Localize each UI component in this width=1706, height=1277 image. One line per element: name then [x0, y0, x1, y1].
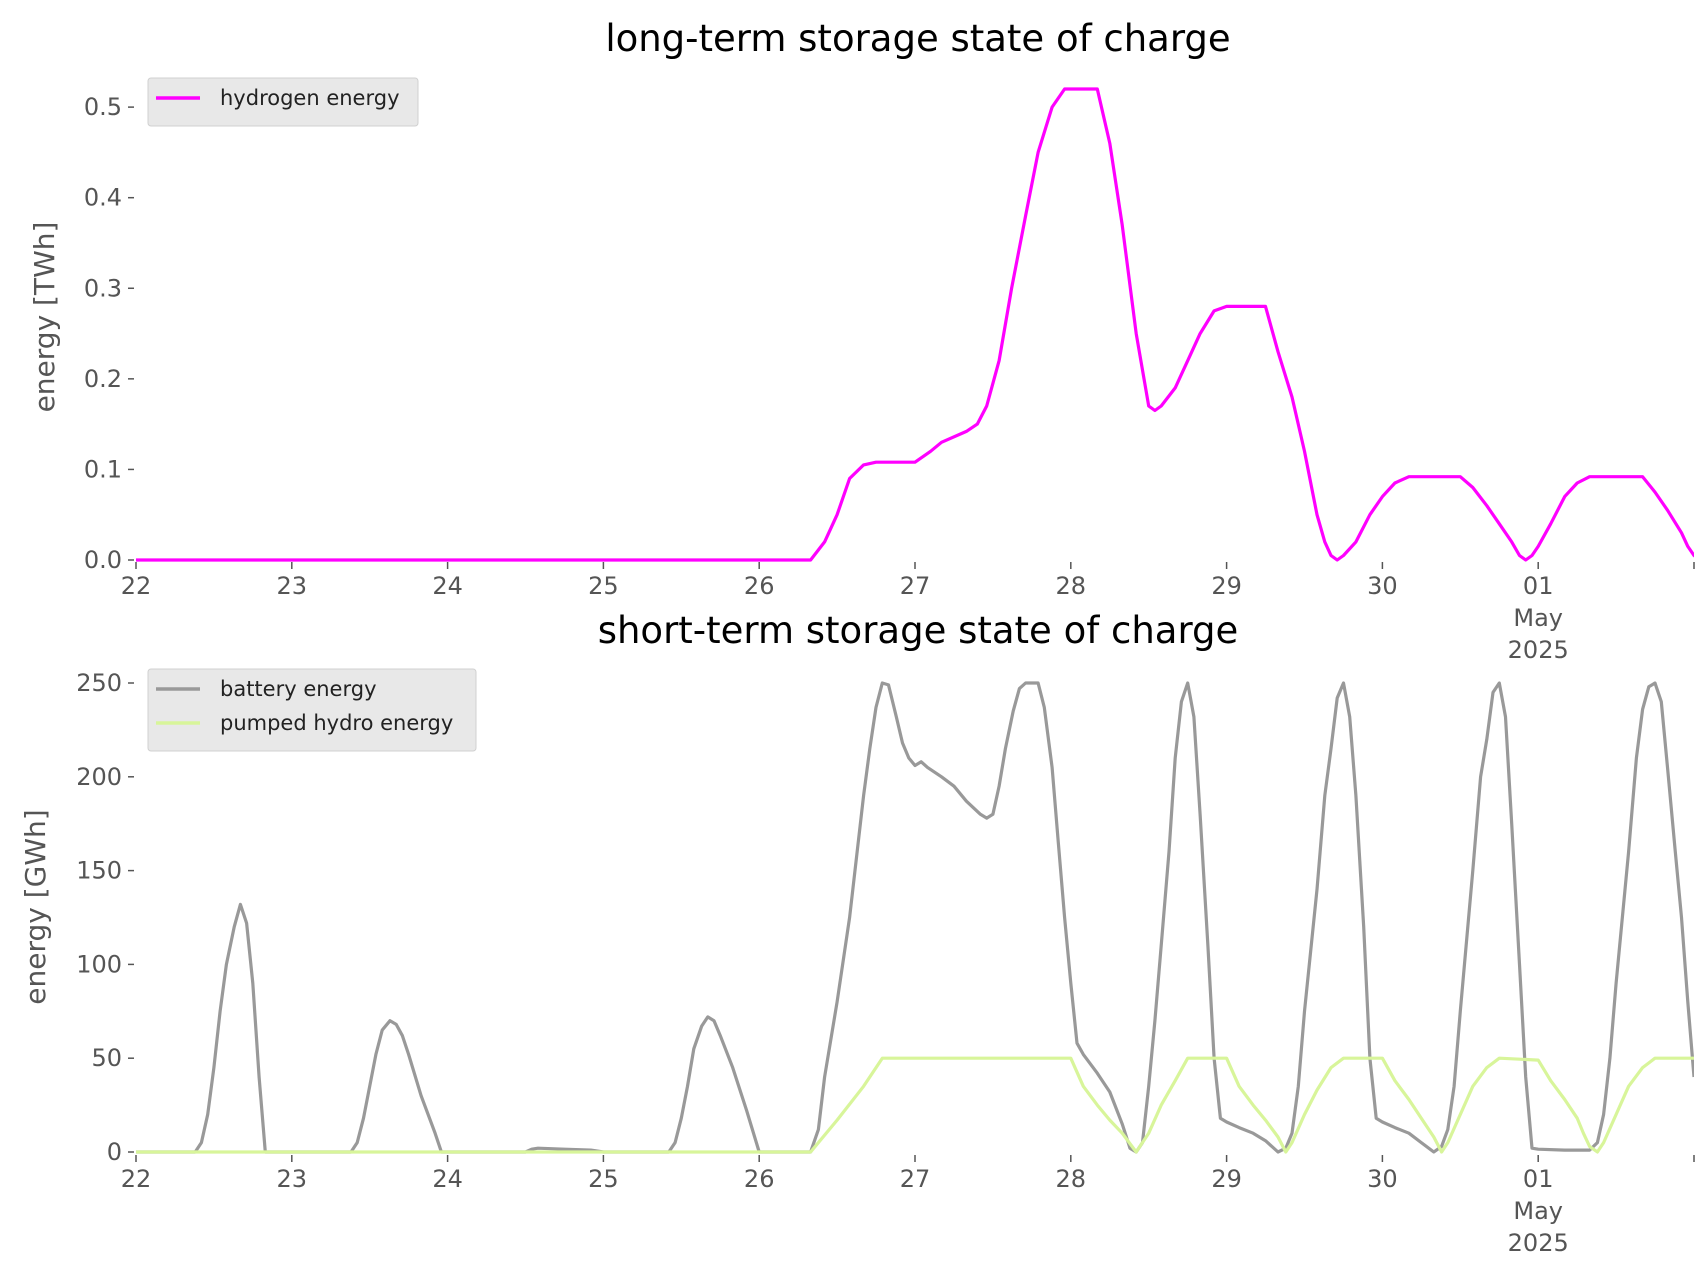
- series-line-pumped-hydro: [136, 1056, 1694, 1154]
- y-tick-label: 0.4: [84, 184, 122, 212]
- x-tick-label: 28: [1056, 1165, 1087, 1193]
- y-tick-label: 250: [76, 669, 122, 697]
- x-tick-label: 24: [432, 1165, 463, 1193]
- x-tick-label: 26: [744, 1165, 775, 1193]
- legend-box: [147, 77, 419, 127]
- short-term-storage-chart: short-term storage state of charge energ…: [19, 609, 1695, 1257]
- legend-label: hydrogen energy: [220, 86, 400, 110]
- y-tick-label: 0.0: [84, 546, 122, 574]
- y-axis-label: energy [TWh]: [28, 222, 61, 413]
- x-tick-label: 22: [121, 572, 152, 600]
- series-group: [136, 87, 1694, 562]
- x-tick-label: 28: [1056, 572, 1087, 600]
- x-axis-ticks: 22 23 24 25 26 27 28 29 30 01 May 2025: [121, 1155, 1695, 1257]
- x-tick-label: 27: [900, 1165, 931, 1193]
- x-tick-label: 01: [1523, 1165, 1554, 1193]
- y-tick-label: 200: [76, 763, 122, 791]
- x-tick-label: 2025: [1508, 1229, 1569, 1257]
- x-tick-label: 23: [277, 1165, 308, 1193]
- x-tick-label: 23: [277, 572, 308, 600]
- y-axis-ticks: 0 50 100 150 200 250: [76, 669, 134, 1166]
- legend-box: [147, 668, 477, 752]
- legend: hydrogen energy: [147, 77, 419, 127]
- x-tick-label: May: [1513, 1197, 1563, 1225]
- x-tick-label: 30: [1367, 572, 1398, 600]
- y-axis-label: energy [GWh]: [19, 809, 52, 1004]
- y-tick-label: 150: [76, 857, 122, 885]
- series-line-battery: [136, 681, 1694, 1154]
- x-tick-label: 24: [432, 572, 463, 600]
- y-tick-label: 0: [107, 1138, 122, 1166]
- y-tick-label: 0.1: [84, 455, 122, 483]
- x-axis-ticks: 22 23 24 25 26 27 28 29 30 01 May 2025: [121, 562, 1695, 664]
- legend: battery energy pumped hydro energy: [147, 668, 477, 752]
- y-tick-label: 0.5: [84, 93, 122, 121]
- x-tick-label: 27: [900, 572, 931, 600]
- x-tick-label: May: [1513, 604, 1563, 632]
- x-tick-label: 29: [1211, 1165, 1242, 1193]
- series-line-hydrogen: [136, 87, 1694, 562]
- y-tick-label: 50: [91, 1044, 122, 1072]
- x-tick-label: 25: [588, 572, 619, 600]
- long-term-storage-chart: long-term storage state of charge energy…: [28, 17, 1695, 664]
- series-group: [136, 681, 1694, 1154]
- legend-label: battery energy: [220, 677, 377, 701]
- chart-title: long-term storage state of charge: [605, 17, 1230, 60]
- y-tick-label: 0.2: [84, 365, 122, 393]
- x-tick-label: 25: [588, 1165, 619, 1193]
- y-tick-label: 100: [76, 950, 122, 978]
- x-tick-label: 2025: [1508, 636, 1569, 664]
- x-tick-label: 01: [1523, 572, 1554, 600]
- x-tick-label: 22: [121, 1165, 152, 1193]
- x-tick-label: 26: [744, 572, 775, 600]
- legend-label: pumped hydro energy: [220, 711, 453, 735]
- x-tick-label: 30: [1367, 1165, 1398, 1193]
- x-tick-label: 29: [1211, 572, 1242, 600]
- chart-title: short-term storage state of charge: [598, 609, 1239, 652]
- y-tick-label: 0.3: [84, 274, 122, 302]
- y-axis-ticks: 0.0 0.1 0.2 0.3 0.4 0.5: [84, 93, 134, 574]
